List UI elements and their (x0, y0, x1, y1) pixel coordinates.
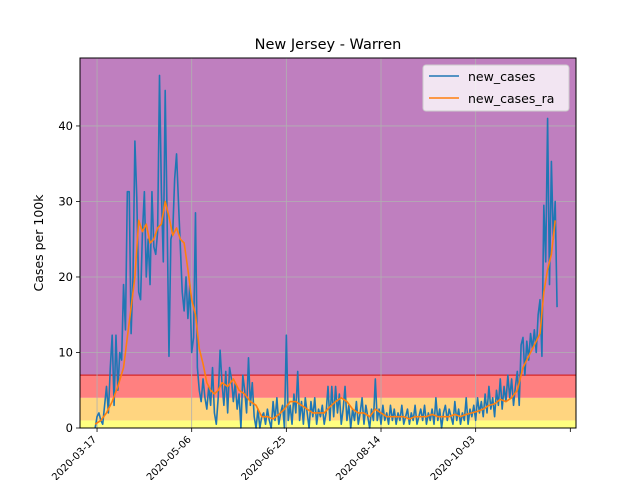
legend: new_cases new_cases_ra (422, 64, 570, 112)
chart-title: New Jersey - Warren (255, 37, 402, 53)
plot-area (79, 57, 577, 429)
band-0-1 (80, 420, 576, 428)
y-axis-label: Cases per 100k (31, 194, 46, 292)
y-axis: 0 10 20 30 40 (58, 119, 80, 435)
y-tick-label: 40 (58, 119, 73, 133)
series-line-new-cases-ra (94, 200, 556, 425)
plot-frame (79, 57, 577, 429)
legend-box (422, 64, 570, 112)
series-lines (94, 74, 558, 429)
y-tick-label: 20 (58, 270, 73, 284)
legend-label-new-cases: new_cases (468, 69, 535, 84)
y-tick-label: 30 (58, 194, 73, 208)
y-tick-label: 10 (58, 345, 73, 359)
y-tick-label: 0 (66, 421, 73, 435)
legend-label-new-cases-ra: new_cases_ra (468, 91, 554, 106)
